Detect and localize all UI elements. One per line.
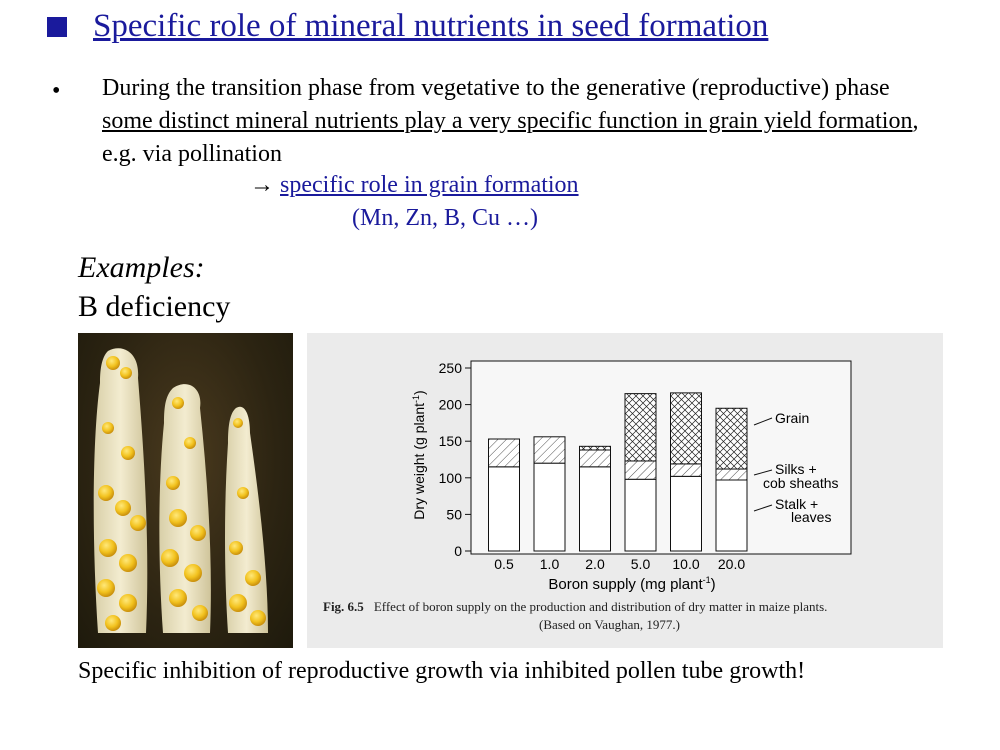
bullet-marker: • [52,78,61,104]
element-list: (Mn, Zn, B, Cu …) [352,205,538,231]
arrow-glyph: → [250,172,280,198]
y-tick-label: 100 [439,470,463,486]
bars-layer [488,392,748,552]
y-axis-label: Dry weight (g plant-1) [411,390,427,519]
bar-segment-stalk-leaves [488,466,520,552]
x-tick-label: 2.0 [585,556,605,572]
label-stalk-line1: Stalk + [775,496,818,512]
x-tick-label: 10.0 [672,556,699,572]
bar-segment-stalk-leaves [715,479,748,552]
role-line: → specific role in grain formation [250,172,579,199]
bar-segment-grain [715,407,748,470]
label-silks-line2: cob sheaths [763,475,839,491]
bar-segment-stalk-leaves [579,466,611,552]
bar-segment-grain [579,445,611,451]
y-tick-label: 50 [446,506,462,522]
pointer-silks [753,469,773,476]
bar-segment-silks-cob-sheaths [715,468,748,481]
figure-text: Effect of boron supply on the production… [374,599,828,614]
bar-segment-silks-cob-sheaths [670,463,702,477]
bar-segment-silks-cob-sheaths [579,449,611,468]
figure-source: (Based on Vaughan, 1977.) [539,617,680,632]
intro-paragraph: During the transition phase from vegetat… [102,72,932,171]
label-grain: Grain [775,410,809,426]
kernel-cluster [97,356,266,631]
bar-segment-silks-cob-sheaths [488,438,520,468]
title-bullet-square [47,17,67,37]
deficiency-heading: B deficiency [78,290,231,323]
y-tick-label: 250 [439,360,463,376]
x-tick-label: 20.0 [718,556,745,572]
intro-text-underlined: some distinct mineral nutrients play a v… [102,108,913,134]
x-tick-label: 0.5 [494,556,514,572]
label-silks-line1: Silks + [775,461,817,477]
x-axis: 0.5 1.0 2.0 5.0 10.0 20.0 [494,556,745,572]
bar-segment-silks-cob-sheaths [624,460,657,480]
examples-heading: Examples: [78,251,205,284]
y-tick-label: 0 [454,543,462,559]
maize-cob-photo [78,333,293,648]
bottom-caption: Specific inhibition of reproductive grow… [78,658,806,684]
role-link[interactable]: specific role in grain formation [280,172,579,198]
bar-segment-stalk-leaves [624,478,657,552]
pointer-grain [753,417,773,426]
bar-segment-stalk-leaves [533,462,566,552]
bar-segment-grain [670,392,702,465]
x-axis-label: Boron supply (mg plant-1) [548,575,715,593]
y-tick-label: 150 [439,433,463,449]
legend-labels: Grain Silks + cob sheaths Stalk + leaves [753,410,839,525]
figure-number: Fig. 6.5 [323,599,364,614]
x-tick-label: 5.0 [631,556,651,572]
boron-bar-chart: 0 50 100 150 200 250 0.5 1.0 2.0 5.0 10.0 20.0 Dry… [323,360,852,632]
plot-frame [470,360,852,555]
bar-segment-silks-cob-sheaths [533,436,566,464]
intro-text-part1: During the transition phase from vegetat… [102,75,890,101]
label-stalk-line2: leaves [791,509,831,525]
slide-title: Specific role of mineral nutrients in se… [93,8,769,44]
boron-figure-panel: 0 50 100 150 200 250 0.5 1.0 2.0 5.0 10.0 20.0 Dry… [307,333,943,648]
bar-segment-grain [624,393,657,462]
x-tick-label: 1.0 [540,556,560,572]
y-tick-label: 200 [439,397,463,413]
intro-text-part2: , e.g. via pollination [102,108,919,167]
maize-cob-illustration [93,348,268,633]
bar-segment-stalk-leaves [670,475,702,552]
pointer-stalk [753,504,773,512]
figure-caption: Fig. 6.5 Effect of boron supply on the pr… [323,599,827,614]
y-axis: 0 50 100 150 200 250 [439,360,471,559]
